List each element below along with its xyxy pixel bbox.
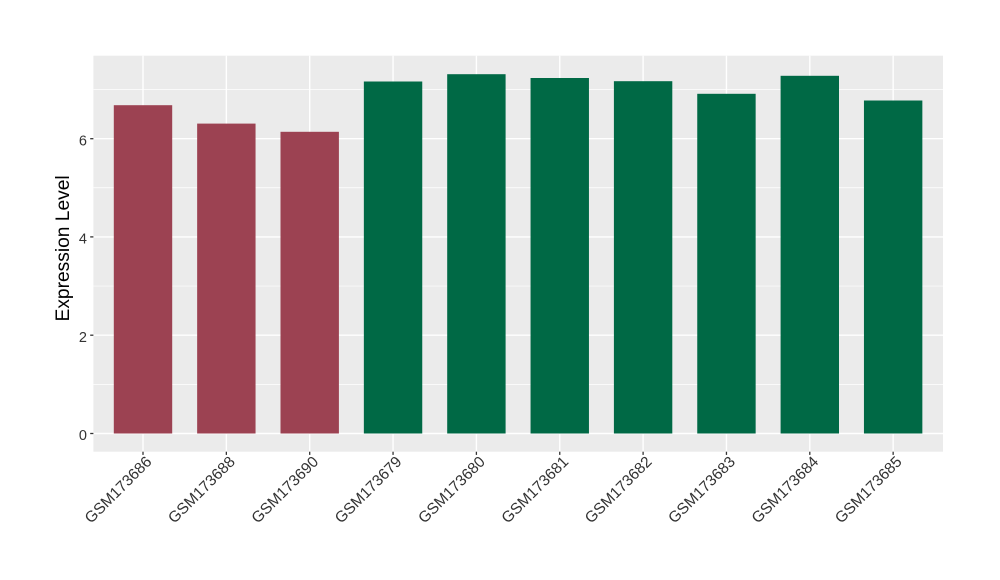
svg-text:GSM173681: GSM173681	[499, 453, 573, 527]
svg-text:4: 4	[79, 232, 87, 248]
svg-text:GSM173680: GSM173680	[415, 453, 489, 527]
svg-text:GSM173682: GSM173682	[582, 453, 656, 527]
svg-text:GSM173686: GSM173686	[82, 453, 156, 527]
svg-text:GSM173685: GSM173685	[832, 453, 906, 527]
svg-text:GSM173688: GSM173688	[165, 453, 239, 527]
svg-text:Expression Level: Expression Level	[53, 175, 74, 321]
svg-text:GSM173690: GSM173690	[249, 453, 323, 527]
svg-text:6: 6	[79, 133, 87, 149]
svg-text:GSM173683: GSM173683	[665, 453, 739, 527]
svg-text:0: 0	[79, 428, 87, 444]
svg-text:GSM173679: GSM173679	[332, 453, 406, 527]
svg-text:2: 2	[79, 330, 87, 346]
svg-text:GSM173684: GSM173684	[749, 453, 823, 527]
